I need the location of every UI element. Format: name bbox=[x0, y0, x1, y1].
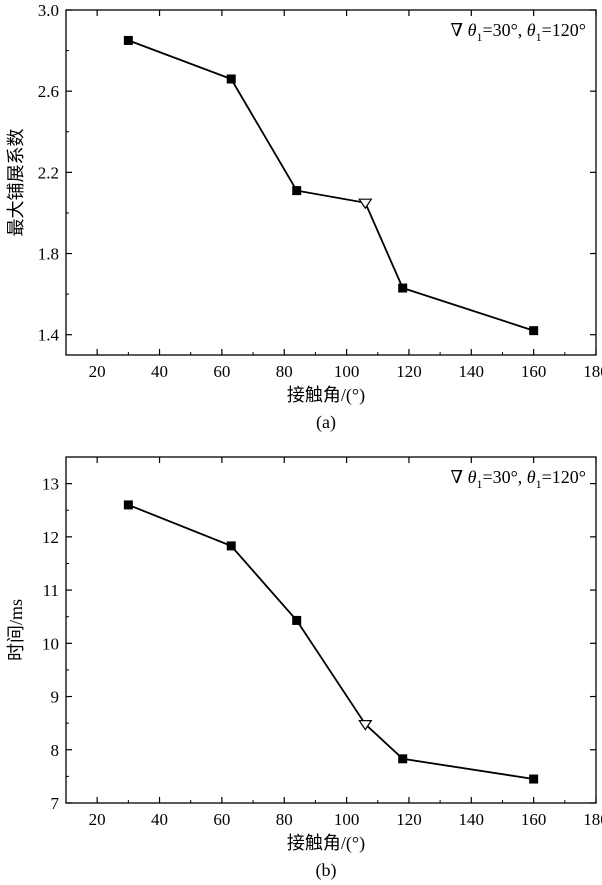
y-tick-label: 9 bbox=[51, 688, 60, 707]
x-tick-label: 60 bbox=[213, 362, 230, 381]
x-tick-label: 180 bbox=[583, 362, 602, 381]
legend-value: =30°, bbox=[482, 467, 522, 487]
chart-panel-b: 2040608010012014016018078910111213接触角/(°… bbox=[6, 456, 602, 881]
x-tick-label: 60 bbox=[213, 810, 230, 829]
data-point-square bbox=[123, 35, 133, 45]
legend-subscript: 1 bbox=[536, 30, 542, 44]
y-axis-label: 时间/ms bbox=[6, 599, 26, 661]
y-tick-label: 10 bbox=[42, 634, 59, 653]
series-line bbox=[128, 39, 534, 332]
y-tick-label: 2.2 bbox=[38, 163, 59, 182]
x-tick-label: 120 bbox=[396, 362, 422, 381]
y-tick-label: 1.4 bbox=[38, 326, 60, 345]
x-tick-label: 20 bbox=[89, 362, 106, 381]
x-tick-label: 180 bbox=[583, 810, 602, 829]
legend-theta: θ bbox=[522, 467, 536, 487]
legend-theta: θ bbox=[468, 467, 477, 487]
x-axis-label: 接触角/(°) bbox=[287, 385, 365, 406]
y-axis-label: 最大铺展系数 bbox=[6, 129, 26, 237]
legend-text: ∇ θ1=30°, θ1=120° bbox=[451, 467, 586, 491]
y-tick-label: 2.6 bbox=[38, 82, 59, 101]
x-tick-label: 160 bbox=[521, 810, 547, 829]
data-point-square bbox=[123, 500, 133, 510]
data-point-triangle bbox=[358, 720, 373, 731]
data-point-square bbox=[226, 541, 236, 551]
x-tick-label: 20 bbox=[89, 810, 106, 829]
legend-theta: θ bbox=[468, 20, 477, 40]
y-tick-label: 13 bbox=[42, 475, 59, 494]
x-tick-label: 40 bbox=[151, 810, 168, 829]
series-line bbox=[128, 504, 534, 780]
data-point-triangle bbox=[358, 198, 373, 210]
legend-text: ∇ θ1=30°, θ1=120° bbox=[451, 20, 586, 44]
x-tick-label: 120 bbox=[396, 810, 422, 829]
legend-value: =120° bbox=[542, 20, 586, 40]
y-tick-label: 11 bbox=[43, 581, 59, 600]
x-tick-label: 80 bbox=[276, 362, 293, 381]
data-point-square bbox=[529, 326, 539, 336]
legend-subscript: 1 bbox=[476, 477, 482, 491]
y-tick-label: 1.8 bbox=[38, 245, 59, 264]
legend-symbol: ∇ bbox=[451, 20, 468, 40]
panel-caption: (a) bbox=[316, 412, 336, 433]
data-point-square bbox=[292, 186, 302, 196]
legend-symbol: ∇ bbox=[451, 467, 468, 487]
legend-value: =120° bbox=[542, 467, 586, 487]
panel-caption: (b) bbox=[316, 860, 337, 881]
data-point-square bbox=[292, 615, 302, 625]
data-point-square bbox=[398, 754, 408, 764]
x-tick-label: 140 bbox=[459, 362, 485, 381]
legend-theta: θ bbox=[522, 20, 536, 40]
data-point-square bbox=[398, 283, 408, 293]
data-point-square bbox=[226, 74, 236, 84]
x-tick-label: 160 bbox=[521, 362, 547, 381]
plot-frame bbox=[65, 9, 597, 356]
plot-frame bbox=[65, 456, 597, 804]
x-tick-label: 40 bbox=[151, 362, 168, 381]
y-tick-label: 7 bbox=[51, 794, 60, 813]
x-tick-label: 100 bbox=[334, 810, 360, 829]
data-point-square bbox=[529, 774, 539, 784]
y-tick-label: 12 bbox=[42, 528, 59, 547]
chart-panel-a: 20 40 60 80 100 120 140 160 180 1.4 1.8 2.2 2.6 3.0 接触… bbox=[6, 1, 602, 433]
x-tick-label: 80 bbox=[276, 810, 293, 829]
y-tick-label: 8 bbox=[51, 741, 60, 760]
x-axis-label: 接触角/(°) bbox=[287, 833, 365, 854]
legend-subscript: 1 bbox=[476, 30, 482, 44]
legend-value: =30°, bbox=[482, 20, 522, 40]
legend-subscript: 1 bbox=[536, 477, 542, 491]
x-tick-label: 140 bbox=[459, 810, 485, 829]
x-tick-label: 100 bbox=[334, 362, 360, 381]
y-tick-label: 3.0 bbox=[38, 1, 59, 20]
